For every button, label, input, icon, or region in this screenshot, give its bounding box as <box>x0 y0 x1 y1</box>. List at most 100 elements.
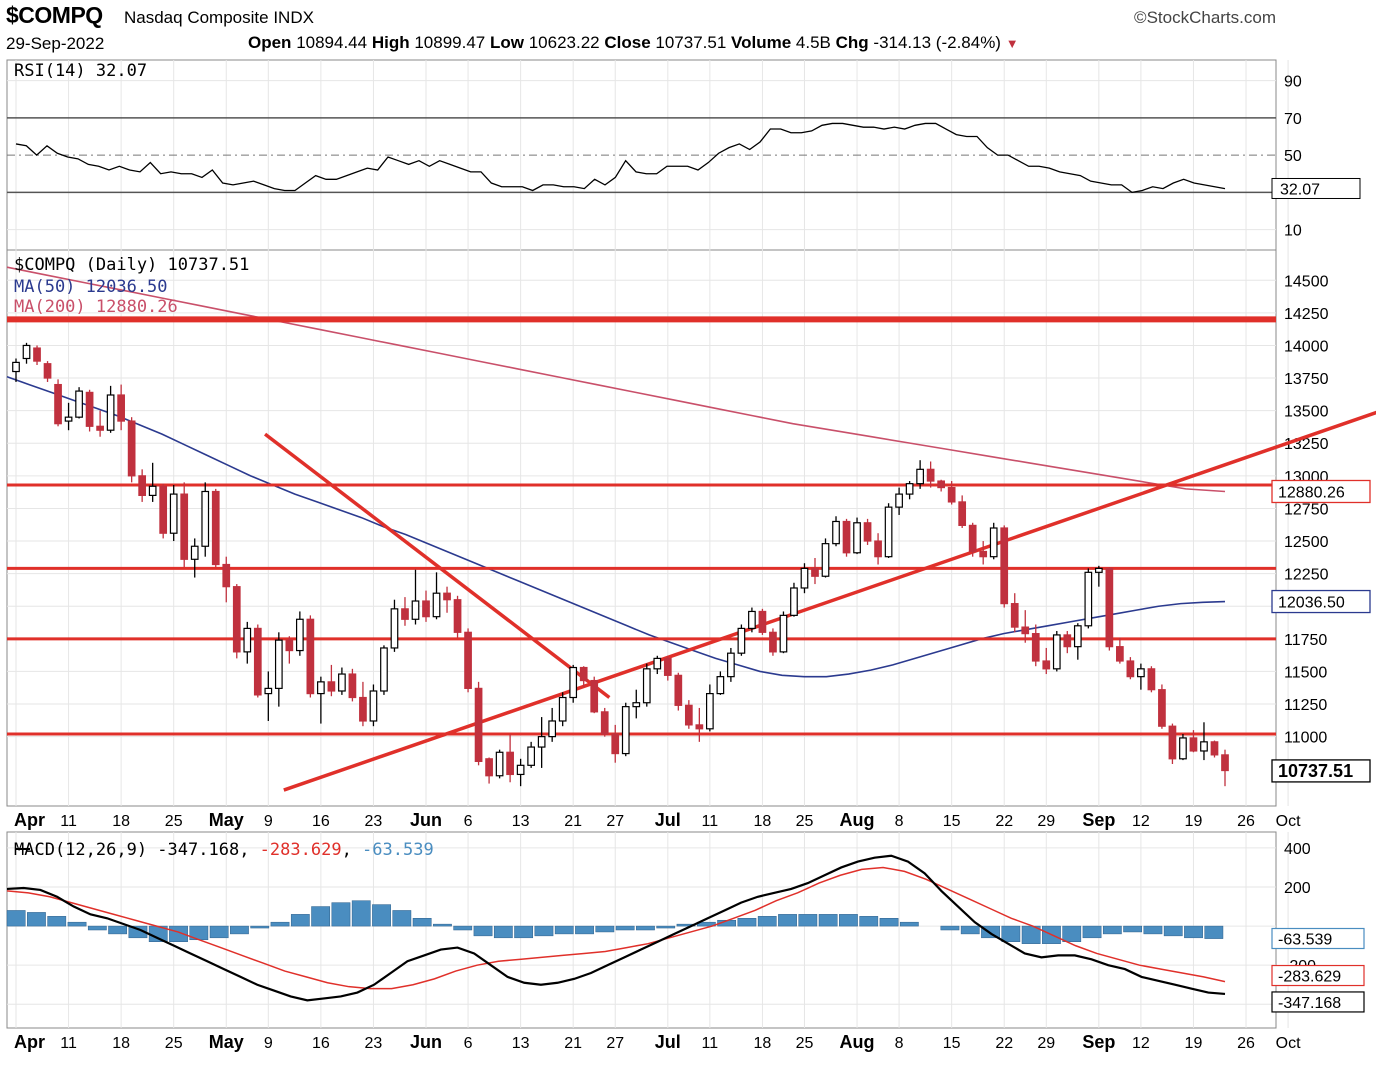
quote-stats: Open 10894.44 High 10899.47 Low 10623.22… <box>248 33 1019 53</box>
candle-body <box>1084 571 1093 627</box>
price-panel-label: $COMPQ (Daily) 10737.51 <box>14 255 249 275</box>
macd-histogram-bar <box>1082 925 1102 939</box>
x-axis-label: 18 <box>754 813 772 830</box>
x-axis-label: 18 <box>754 1035 772 1052</box>
volume-value: 4.5B <box>795 33 831 52</box>
candle-body <box>359 696 367 722</box>
candle-body <box>422 600 430 618</box>
candle-body <box>947 486 956 503</box>
x-axis-label: 6 <box>464 813 473 830</box>
ma50-legend: MA(50) 12036.50 <box>14 277 168 297</box>
macd-histogram-bar <box>757 916 777 927</box>
candle-body <box>1147 668 1156 691</box>
candle-body <box>716 676 725 695</box>
macd-label-part: -283.629 <box>260 840 342 860</box>
price-tick-label: 14500 <box>1284 273 1329 290</box>
x-axis-label: 11 <box>702 1035 719 1052</box>
candle-body <box>1189 737 1198 752</box>
macd-histogram-bar <box>1184 925 1203 939</box>
macd-histogram-bar <box>1163 925 1183 937</box>
macd-histogram-bar <box>798 914 818 927</box>
candle-body <box>1073 625 1082 648</box>
ma50-tag <box>1271 589 1371 614</box>
candle-body <box>821 543 830 577</box>
x-axis-label: 22 <box>995 813 1013 830</box>
candle-body <box>401 608 409 620</box>
chg-label: Chg <box>835 33 869 52</box>
candle-body <box>54 383 62 425</box>
macd-histogram-bar <box>230 925 249 935</box>
macd-tick-label: 400 <box>1284 841 1311 858</box>
x-axis-label: 27 <box>606 813 624 830</box>
macd-histogram-bar <box>1143 925 1163 935</box>
x-axis-label: 18 <box>112 1035 130 1052</box>
x-axis-label: Apr <box>14 1032 45 1052</box>
candle-body <box>779 614 788 653</box>
candle-body <box>1042 660 1051 670</box>
candle-body <box>548 720 557 738</box>
macd-histogram-bar <box>453 925 473 931</box>
macd-histogram-bar <box>47 916 67 927</box>
ma200-tag <box>1271 479 1371 504</box>
macd-histogram-bar <box>372 904 391 927</box>
macd-histogram-bar <box>656 925 676 929</box>
x-axis-label: 12 <box>1132 1035 1150 1052</box>
candle-body <box>832 520 840 545</box>
open-label: Open <box>248 33 292 52</box>
macd-histogram-bar <box>6 910 26 927</box>
candle-body <box>853 522 861 554</box>
candle-body <box>453 599 462 633</box>
candle-body <box>874 540 882 558</box>
candle-body <box>1010 603 1019 628</box>
candle-body <box>621 706 630 755</box>
macd-label-part: MACD(12,26,9) <box>14 840 157 860</box>
macd-value-tag-text: -347.168 <box>1278 995 1341 1012</box>
candle-body <box>600 711 609 735</box>
candle-body <box>958 501 967 526</box>
candle-body <box>127 420 136 477</box>
candle-body <box>1105 567 1114 648</box>
candle-body <box>1052 634 1061 670</box>
candle-body <box>758 610 767 633</box>
x-axis-label: 25 <box>796 813 814 830</box>
candle-body <box>1116 646 1124 662</box>
x-axis-label: 11 <box>60 813 77 830</box>
brand-watermark: ©StockCharts.com <box>1134 8 1276 27</box>
macd-histogram-bar <box>67 921 87 927</box>
candle-body <box>1031 633 1040 662</box>
macd-histogram-bar <box>818 914 838 927</box>
candle-body <box>706 692 714 730</box>
candle-body <box>285 639 294 652</box>
rsi-value-tag <box>1271 177 1361 199</box>
candle-body <box>33 347 41 362</box>
price-tick-label: 12750 <box>1284 501 1329 518</box>
candle-body <box>569 666 578 699</box>
candle-body <box>684 704 693 726</box>
rsi-tick-label: 90 <box>1284 74 1302 91</box>
macd-histogram-bar <box>250 925 270 929</box>
macd-histogram-bar <box>879 918 899 927</box>
macd-value-tag <box>1271 991 1365 1013</box>
x-axis-label: 27 <box>606 1035 624 1052</box>
candle-body <box>201 490 210 547</box>
exchange-name: INDX <box>273 8 314 27</box>
candle-body <box>380 647 388 692</box>
candle-body <box>737 627 746 654</box>
x-axis-label: Oct <box>1276 813 1301 830</box>
x-axis-label: 25 <box>165 1035 183 1052</box>
ma200-tag-text: 12880.26 <box>1278 484 1345 501</box>
x-axis-label: 19 <box>1185 813 1203 830</box>
x-axis-label: 19 <box>1185 1035 1203 1052</box>
macd-tick-label: 200 <box>1284 880 1311 897</box>
candle-body <box>642 668 651 704</box>
candle-body <box>390 608 399 649</box>
ma200-line <box>6 266 1226 493</box>
macd-histogram-bar <box>473 925 493 937</box>
candle-body <box>979 550 988 558</box>
candle-body <box>989 527 998 558</box>
candle-body <box>968 524 977 553</box>
macd-histogram-bar <box>839 914 858 927</box>
candle-body <box>632 702 641 708</box>
candle-body <box>464 631 472 689</box>
x-axis-label: 8 <box>895 1035 904 1052</box>
